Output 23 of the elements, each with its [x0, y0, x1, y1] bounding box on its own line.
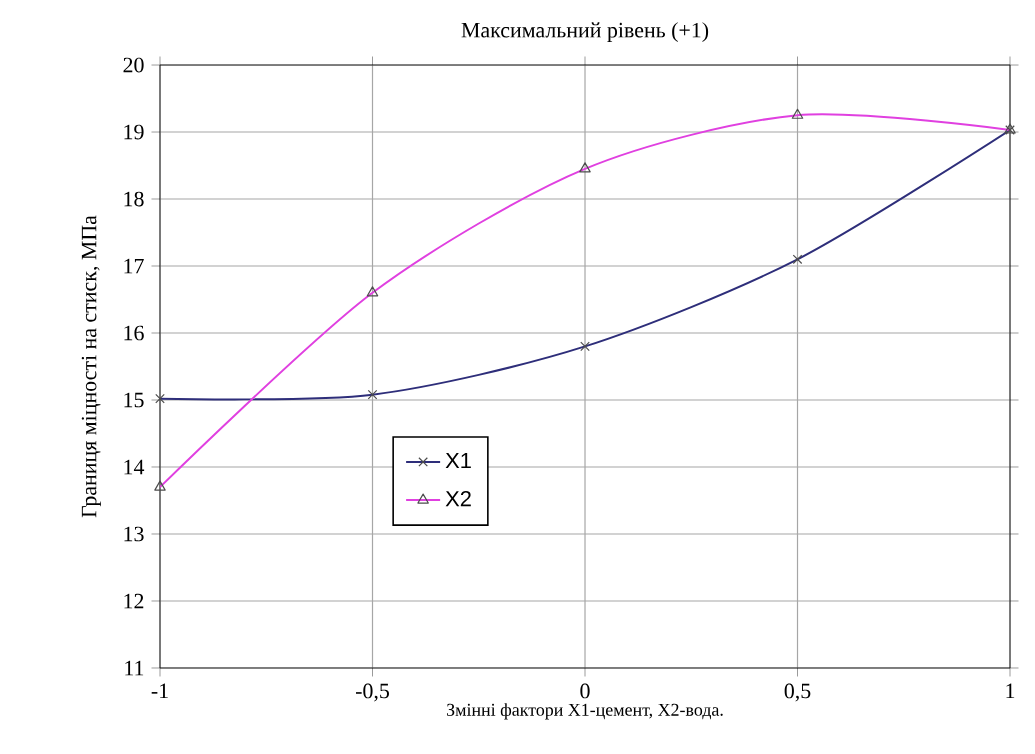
x-tick-label: 0 — [580, 683, 590, 699]
y-axis-title: Границя міцності на стиск, МПа — [81, 215, 101, 518]
y-tick-label: 15 — [124, 392, 144, 408]
legend-label: X2 — [445, 490, 471, 507]
y-tick-label: 20 — [123, 57, 144, 73]
y-tick-label: 16 — [124, 325, 144, 341]
point — [367, 389, 378, 400]
point — [792, 254, 803, 265]
x-tick-label: -1 — [151, 683, 168, 699]
y-tick-label: 18 — [124, 191, 144, 207]
x-axis-title: Змінні фактори X1-цемент, X2-вода. — [447, 703, 723, 720]
point — [580, 341, 590, 352]
x-tick-label: -0,5 — [355, 683, 389, 702]
legend-label: X1 — [445, 452, 471, 469]
y-tick-label: 19 — [124, 124, 144, 140]
x-tick-label: 0,5 — [784, 683, 811, 702]
y-tick-label: 11 — [125, 660, 144, 676]
y-tick-label: 13 — [124, 526, 144, 542]
y-tick-label: 14 — [124, 459, 145, 475]
chart-title: Максимальний рівень (+1) — [461, 22, 709, 43]
y-tick-label: 12 — [124, 593, 144, 609]
y-tick-label: 17 — [124, 258, 144, 274]
x-tick-label: 1 — [1006, 683, 1015, 699]
